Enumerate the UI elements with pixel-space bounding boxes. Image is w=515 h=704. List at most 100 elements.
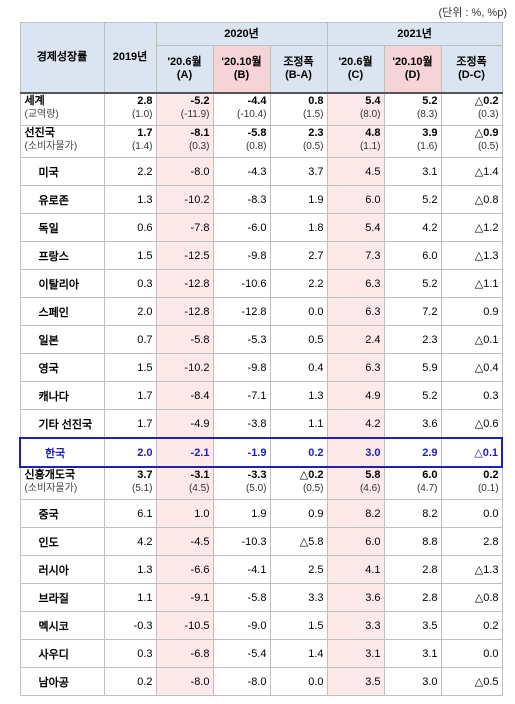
- header-2020: 2020년: [155, 22, 328, 46]
- cell: 0.2 (0.1): [440, 466, 503, 500]
- row-label: 선진국 (소비자물가): [19, 125, 105, 158]
- row-label: 일본: [19, 325, 105, 354]
- cell: -9.8: [212, 353, 271, 382]
- cell: 4.2: [103, 527, 157, 556]
- cell: △1.3: [440, 555, 503, 584]
- cell: 0.0: [440, 499, 503, 528]
- cell: -4.5: [155, 527, 214, 556]
- cell-value: △0.2: [299, 469, 324, 481]
- cell: 6.0: [326, 185, 385, 214]
- table-row: 영국 1.5 -10.2 -9.8 0.4 6.3 5.9 △0.4: [19, 353, 503, 382]
- cell: 0.0: [269, 667, 328, 696]
- table-row: 일본 0.7 -5.8 -5.3 0.5 2.4 2.3 △0.1: [19, 325, 503, 354]
- cell: -12.8: [212, 297, 271, 326]
- cell-sub-value: (8.3): [416, 109, 438, 120]
- cell: 2.8: [440, 527, 503, 556]
- row-label: 세계 (교역량): [19, 92, 105, 126]
- cell: -12.5: [155, 241, 214, 270]
- cell: 3.6: [383, 409, 442, 439]
- row-label: 남아공: [19, 667, 105, 696]
- cell-sub-value: (4.5): [188, 483, 210, 494]
- cell-sub-value: (4.6): [359, 483, 381, 494]
- cell: -9.0: [212, 611, 271, 640]
- cell: △0.8: [440, 185, 503, 214]
- cell: 5.2 (8.3): [383, 92, 442, 126]
- cell: -8.0: [212, 667, 271, 696]
- cell: 0.2: [269, 437, 328, 468]
- cell: 6.0: [383, 241, 442, 270]
- cell: -6.0: [212, 213, 271, 242]
- cell: 1.7: [103, 409, 157, 439]
- header-2021-d: '20.10월 (D): [383, 45, 442, 94]
- header-2021-c: '20.6월 (C): [326, 45, 385, 94]
- cell: 6.3: [326, 269, 385, 298]
- cell-sub-value: (0.1): [477, 483, 499, 494]
- cell: 1.9: [212, 499, 271, 528]
- cell: 3.7: [269, 157, 328, 186]
- row-label: 기타 선진국: [19, 409, 105, 439]
- unit-note: (단위 : %, %p): [438, 7, 507, 19]
- cell: 3.1: [383, 639, 442, 668]
- row-label: 미국: [19, 157, 105, 186]
- table-row: 남아공 0.2 -8.0 -8.0 0.0 3.5 3.0 △0.5: [19, 667, 503, 696]
- cell: -10.6: [212, 269, 271, 298]
- row-label: 사우디: [19, 639, 105, 668]
- cell-value: -5.2: [190, 95, 210, 107]
- cell: △1.2: [440, 213, 503, 242]
- cell: -10.2: [155, 185, 214, 214]
- cell: -12.8: [155, 269, 214, 298]
- cell-value: 6.0: [422, 469, 438, 481]
- cell: △0.1: [440, 437, 504, 468]
- table-row: 캐나다 1.7 -8.4 -7.1 1.3 4.9 5.2 0.3: [19, 381, 503, 410]
- cell-value: 5.8: [365, 469, 381, 481]
- cell: 0.0: [269, 297, 328, 326]
- cell: △1.1: [440, 269, 503, 298]
- cell: 0.7: [103, 325, 157, 354]
- cell: △0.2 (0.3): [440, 92, 503, 126]
- cell-sub-value: (1.4): [131, 141, 153, 152]
- cell: -12.8: [155, 297, 214, 326]
- table-row: 독일 0.6 -7.8 -6.0 1.8 5.4 4.2 △1.2: [19, 213, 503, 242]
- cell: 3.1: [326, 639, 385, 668]
- cell: -7.1: [212, 381, 271, 410]
- cell-value: 2.8: [137, 95, 153, 107]
- cell: 2.3: [383, 325, 442, 354]
- cell: 3.5: [383, 611, 442, 640]
- cell: 5.9: [383, 353, 442, 382]
- cell: 0.2: [103, 667, 157, 696]
- cell: 4.1: [326, 555, 385, 584]
- header-2019: 2019년: [103, 22, 157, 94]
- cell: 5.8 (4.6): [326, 466, 385, 500]
- row-label: 브라질: [19, 583, 105, 612]
- table-row-korea: 한국 2.0 -2.1 -1.9 0.2 3.0 2.9 △0.1: [19, 437, 504, 468]
- cell: -4.9: [155, 409, 214, 439]
- cell: -5.8: [155, 325, 214, 354]
- cell: 1.4: [269, 639, 328, 668]
- cell: 6.0: [326, 527, 385, 556]
- cell: -8.1 (0.3): [155, 125, 214, 158]
- cell: 0.3: [103, 269, 157, 298]
- cell-sub-value: (0.3): [477, 109, 499, 120]
- cell: 2.5: [269, 555, 328, 584]
- header-2020-b: '20.10월 (B): [212, 45, 271, 94]
- cell-value: -3.3: [247, 469, 267, 481]
- cell: -0.3: [103, 611, 157, 640]
- cell: 3.7 (5.1): [103, 466, 157, 500]
- cell: 6.1: [103, 499, 157, 528]
- cell: -4.1: [212, 555, 271, 584]
- cell: 0.5: [269, 325, 328, 354]
- cell-value: 4.8: [365, 127, 381, 139]
- cell: 4.9: [326, 381, 385, 410]
- row-label: 독일: [19, 213, 105, 242]
- group-name: 신흥개도국: [24, 469, 76, 481]
- table-row: 브라질 1.1 -9.1 -5.8 3.3 3.6 2.8 △0.8: [19, 583, 503, 612]
- cell: 1.1: [269, 409, 328, 439]
- cell: △0.6: [440, 409, 503, 439]
- cell-value: 0.2: [483, 469, 499, 481]
- cell: 0.6: [103, 213, 157, 242]
- cell: 8.2: [383, 499, 442, 528]
- cell-sub-value: (1.1): [359, 141, 381, 152]
- table-body: 세계 (교역량) 2.8 (1.0) -5.2 (-11.9) -4.4 (-10.4) 0.8…: [19, 92, 504, 696]
- cell: 3.3: [269, 583, 328, 612]
- cell: 0.3: [440, 381, 503, 410]
